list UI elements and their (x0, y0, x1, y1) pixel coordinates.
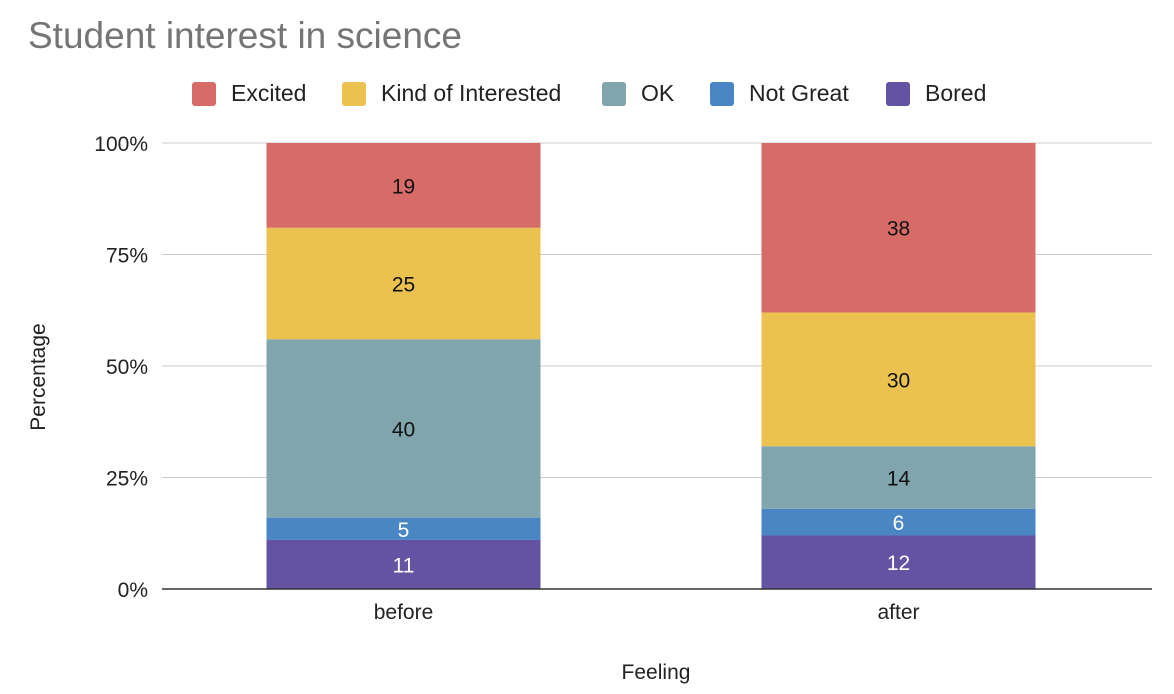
x-axis-title: Feeling (622, 661, 691, 684)
data-label: 38 (887, 218, 910, 241)
legend: Excited Kind of Interested OK Not Great Bore… (192, 80, 986, 106)
data-label: 19 (392, 175, 415, 198)
bar-segment (266, 539, 541, 589)
y-tick-label: 25% (106, 468, 148, 491)
legend-swatch (710, 82, 734, 106)
y-axis-title: Percentage (27, 323, 50, 430)
data-label: 14 (887, 468, 911, 491)
legend-swatch (342, 82, 366, 106)
legend-label: Kind of Interested (381, 80, 561, 106)
data-label: 25 (392, 273, 415, 296)
bar-segment (761, 312, 1036, 447)
data-label: 40 (392, 418, 415, 441)
bar-segment (761, 508, 1036, 536)
y-tick-label: 100% (94, 133, 148, 156)
data-label: 6 (893, 512, 905, 535)
data-label: 11 (393, 554, 415, 577)
legend-swatch (602, 82, 626, 106)
x-tick-label: before (374, 601, 434, 624)
y-tick-label: 75% (106, 245, 148, 268)
bar-segment (266, 143, 541, 228)
bars: 11 5 40 25 19 12 6 14 30 38 (162, 143, 1152, 590)
legend-label: Bored (925, 80, 986, 106)
bar-segment (761, 535, 1036, 589)
data-label: 12 (887, 552, 910, 575)
bar-segment (761, 143, 1036, 313)
bar-segment (761, 446, 1036, 509)
data-label: 30 (887, 369, 910, 392)
data-label: 5 (398, 519, 410, 542)
legend-swatch (886, 82, 910, 106)
legend-label: OK (641, 80, 675, 106)
bar-segment (266, 517, 541, 540)
legend-swatch (192, 82, 216, 106)
chart-title: Student interest in science (28, 15, 462, 56)
x-axis-ticks: before after (374, 601, 920, 624)
x-tick-label: after (877, 601, 919, 624)
bar-segment (266, 339, 541, 518)
y-tick-label: 0% (118, 579, 148, 602)
bar-segment (266, 227, 541, 340)
y-tick-label: 50% (106, 356, 148, 379)
legend-label: Excited (231, 80, 306, 106)
y-axis-ticks: 0% 25% 50% 75% 100% (94, 133, 148, 602)
legend-label: Not Great (749, 80, 849, 106)
